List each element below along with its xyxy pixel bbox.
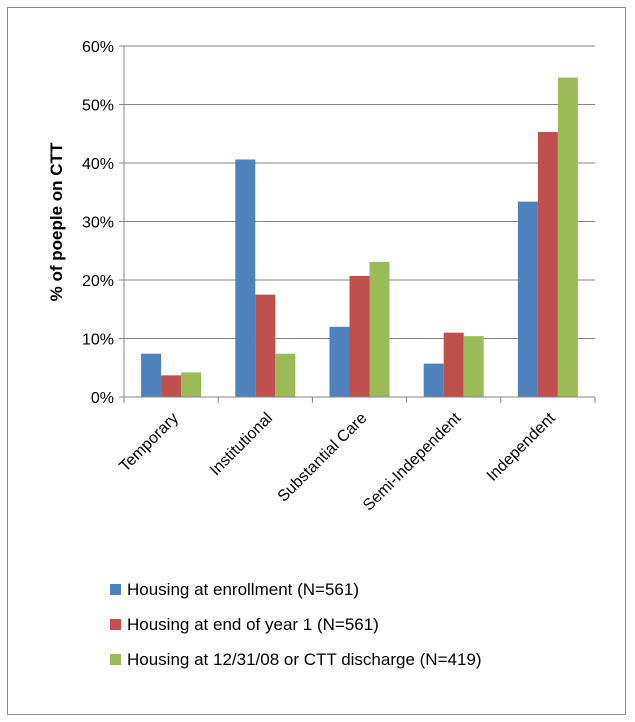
legend: Housing at enrollment (N=561) Housing at … bbox=[110, 572, 482, 677]
legend-label: Housing at end of year 1 (N=561) bbox=[127, 614, 379, 634]
legend-swatch bbox=[110, 584, 121, 595]
y-tick-label: 40% bbox=[82, 156, 114, 173]
bar bbox=[275, 353, 296, 397]
bar bbox=[537, 131, 558, 397]
bar bbox=[423, 363, 444, 397]
x-tick-label: Temporary bbox=[116, 410, 181, 475]
bar bbox=[235, 159, 256, 397]
bar bbox=[141, 353, 162, 397]
bar bbox=[517, 201, 538, 397]
legend-label: Housing at enrollment (N=561) bbox=[127, 579, 359, 599]
bar bbox=[369, 261, 390, 397]
legend-item: Housing at enrollment (N=561) bbox=[110, 572, 482, 607]
bar bbox=[329, 326, 350, 397]
y-tick-label: 50% bbox=[82, 98, 114, 115]
bar bbox=[255, 294, 276, 397]
bar bbox=[349, 275, 370, 397]
y-axis-label: % of poeple on CTT bbox=[47, 142, 66, 301]
bar bbox=[463, 336, 484, 397]
x-tick-label: Substantial Care bbox=[275, 410, 371, 506]
bar bbox=[161, 375, 182, 397]
y-tick-label: 10% bbox=[82, 332, 114, 349]
legend-item: Housing at 12/31/08 or CTT discharge (N=… bbox=[110, 642, 482, 677]
legend-swatch bbox=[110, 619, 121, 630]
bar bbox=[443, 332, 464, 397]
bar bbox=[181, 372, 202, 397]
x-tick-label: Semi-Independent bbox=[360, 409, 465, 514]
x-tick-label: Institutional bbox=[207, 410, 276, 479]
y-tick-label: 60% bbox=[82, 39, 114, 56]
axes bbox=[119, 45, 596, 403]
legend-label: Housing at 12/31/08 or CTT discharge (N=… bbox=[127, 649, 482, 669]
x-tick-label: Independent bbox=[484, 409, 559, 484]
bar bbox=[557, 77, 578, 397]
y-tick-labels: 0% 10% 20% 30% 40% 50% 60% bbox=[82, 39, 114, 407]
y-tick-label: 30% bbox=[82, 215, 114, 232]
y-tick-label: 0% bbox=[91, 390, 114, 407]
y-tick-label: 20% bbox=[82, 273, 114, 290]
legend-item: Housing at end of year 1 (N=561) bbox=[110, 607, 482, 642]
legend-swatch bbox=[110, 654, 121, 665]
bars bbox=[141, 77, 578, 397]
